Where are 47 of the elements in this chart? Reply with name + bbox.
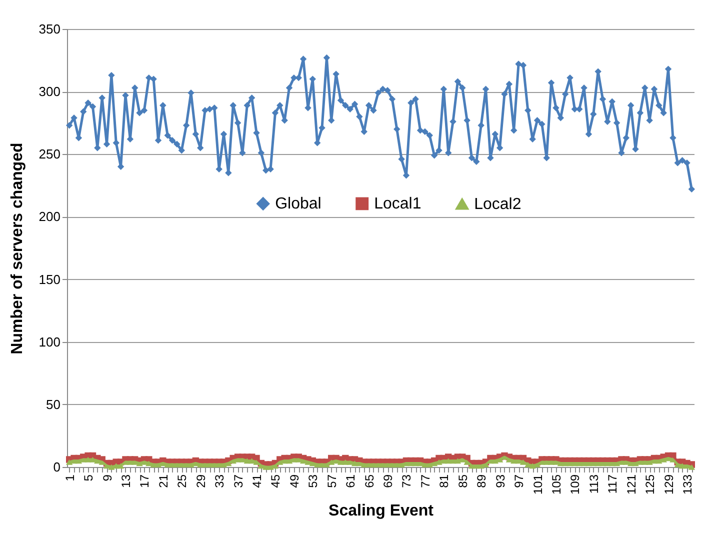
- x-tick-label: 129: [662, 474, 676, 495]
- legend-label: Local1: [374, 196, 422, 213]
- x-tick-label: 29: [194, 474, 208, 488]
- x-tick-label: 41: [250, 474, 264, 488]
- y-tick-label: 0: [53, 460, 60, 474]
- y-tick-label: 150: [38, 272, 60, 287]
- y-tick-label: 350: [38, 22, 60, 36]
- x-tick-label: 33: [212, 474, 227, 488]
- x-tick-label: 1: [62, 474, 77, 482]
- x-tick-label: 89: [474, 474, 489, 488]
- y-axis-title: Number of servers changed: [8, 142, 26, 354]
- x-tick-label: 93: [493, 474, 508, 488]
- x-tick-label: 73: [400, 474, 414, 488]
- x-tick-label: 53: [306, 474, 320, 488]
- x-tick-label: 101: [530, 474, 545, 495]
- x-tick-label: 81: [437, 474, 452, 488]
- x-tick-label: 133: [680, 474, 694, 495]
- x-tick-label: 121: [624, 474, 638, 495]
- x-tick-label: 109: [568, 474, 582, 495]
- x-tick-label: 113: [586, 474, 601, 494]
- x-tick-label: 25: [175, 474, 190, 488]
- x-tick-label: 117: [606, 474, 620, 494]
- x-tick-label: 85: [456, 474, 470, 488]
- y-tick-label: 250: [38, 146, 60, 162]
- x-tick-label: 69: [381, 474, 396, 488]
- x-tick-label: 57: [324, 474, 339, 488]
- legend-label: Local2: [474, 196, 522, 214]
- x-axis-title: Scaling Event: [328, 502, 434, 520]
- y-tick-label: 100: [38, 334, 60, 350]
- x-tick-label: 9: [100, 474, 114, 482]
- x-tick-label: 61: [344, 474, 358, 488]
- x-tick-label: 97: [512, 474, 526, 488]
- legend-label: Global: [275, 196, 322, 213]
- x-tick-label: 37: [231, 474, 246, 488]
- x-tick-label: 21: [156, 474, 170, 488]
- y-tick-label: 300: [38, 84, 60, 100]
- x-tick-label: 5: [82, 474, 96, 482]
- x-tick-label: 65: [362, 474, 376, 488]
- x-tick-label: 77: [418, 474, 432, 488]
- x-tick-label: 45: [268, 474, 283, 488]
- x-tick-label: 125: [643, 474, 658, 495]
- x-tick-label: 105: [549, 474, 564, 495]
- y-tick-label: 50: [46, 396, 60, 412]
- y-tick-label: 200: [38, 209, 60, 224]
- x-tick-label: 17: [138, 474, 152, 488]
- x-tick-label: 13: [118, 474, 133, 488]
- x-tick-label: 49: [287, 474, 302, 488]
